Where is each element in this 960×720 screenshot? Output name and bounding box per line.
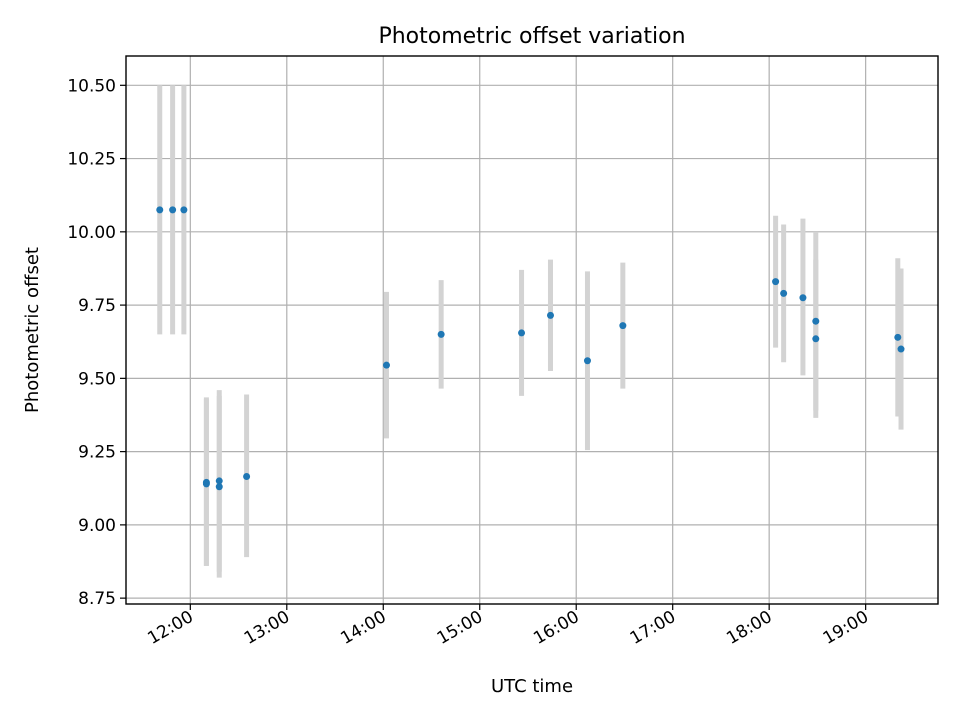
data-point bbox=[243, 473, 251, 481]
data-point bbox=[180, 206, 188, 214]
x-axis-label: UTC time bbox=[491, 676, 573, 697]
y-tick-label: 10.50 bbox=[67, 76, 116, 96]
y-tick-label: 10.25 bbox=[67, 150, 116, 170]
y-tick-label: 9.50 bbox=[78, 369, 116, 389]
y-tick-label: 8.75 bbox=[78, 589, 116, 609]
data-point bbox=[799, 294, 807, 302]
grid-lines bbox=[126, 56, 938, 604]
y-tick-label: 10.00 bbox=[67, 223, 116, 243]
x-tick-label: 14:00 bbox=[337, 607, 389, 649]
y-axis-label: Photometric offset bbox=[22, 247, 43, 413]
x-tick-label: 15:00 bbox=[434, 607, 486, 649]
data-points bbox=[156, 206, 905, 491]
x-tick-label: 18:00 bbox=[723, 607, 775, 649]
data-point bbox=[812, 335, 820, 343]
data-point bbox=[812, 317, 820, 325]
plot-frame bbox=[125, 55, 939, 605]
axis-ticks: 8.75 9.00 9.25 9.50 9.75 10.00 10.25 10.50 12:00… bbox=[67, 76, 872, 649]
data-point bbox=[169, 206, 177, 214]
x-tick-label: 13:00 bbox=[241, 607, 293, 649]
chart-title: Photometric offset variation bbox=[378, 24, 685, 49]
y-tick-label: 9.75 bbox=[78, 296, 116, 316]
x-tick-label: 12:00 bbox=[144, 607, 196, 649]
data-point bbox=[156, 206, 164, 214]
data-point bbox=[897, 345, 905, 353]
data-point bbox=[215, 483, 223, 491]
y-tick-label: 9.25 bbox=[78, 443, 116, 463]
data-point bbox=[894, 333, 902, 341]
x-tick-label: 19:00 bbox=[820, 607, 872, 649]
data-point bbox=[215, 477, 223, 485]
data-point bbox=[780, 289, 788, 297]
data-point bbox=[546, 311, 554, 319]
x-tick-label: 17:00 bbox=[627, 607, 679, 649]
data-point bbox=[583, 357, 591, 365]
data-point bbox=[437, 330, 445, 338]
data-point bbox=[619, 322, 627, 330]
data-point bbox=[772, 278, 780, 286]
y-tick-label: 9.00 bbox=[78, 516, 116, 536]
data-point bbox=[518, 329, 526, 337]
x-tick-label: 16:00 bbox=[530, 607, 582, 649]
data-point bbox=[202, 480, 210, 488]
data-point bbox=[382, 361, 390, 369]
